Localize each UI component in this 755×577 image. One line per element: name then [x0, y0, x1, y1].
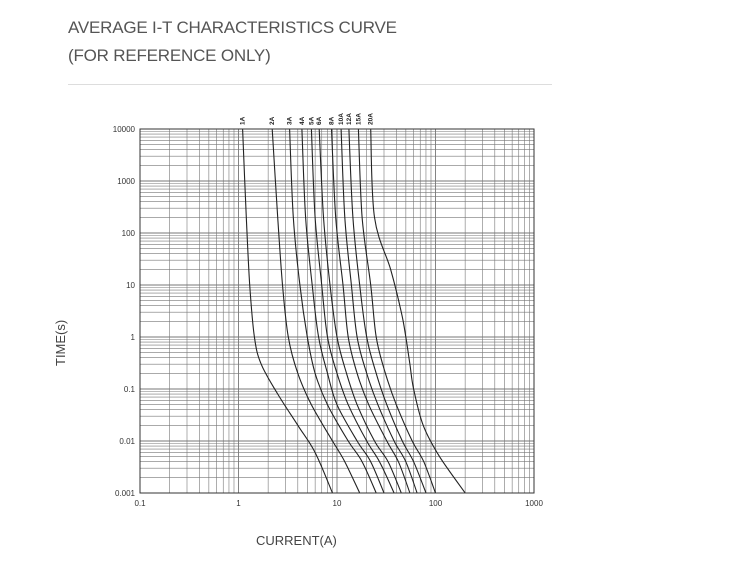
curve-1A: [242, 128, 334, 494]
curve-3A: [289, 128, 377, 494]
x-axis-title: CURRENT(A): [256, 533, 337, 548]
curve-label-2A: 2A: [269, 116, 276, 125]
curve-8A: [330, 128, 411, 494]
x-tick-label: 1: [236, 499, 241, 508]
x-tick-label: 1000: [525, 499, 543, 508]
x-tick-label: 0.1: [134, 499, 146, 508]
curve-label-4A: 4A: [299, 116, 306, 125]
y-tick-label: 0.1: [124, 385, 136, 394]
curve-10A: [340, 128, 418, 494]
curve-labels: 1A 2A 3A 4A 5A 6A 8A 10A 12A 15A 20A: [240, 113, 375, 125]
tick-labels: 0.1 1 10 100 1000 0.001 0.01 0.1 1 10 100 1000 10000: [113, 125, 544, 508]
plot-frame: [139, 128, 535, 494]
x-tick-label: 10: [333, 499, 342, 508]
curve-4A: [301, 128, 385, 494]
y-tick-label: 0.01: [119, 437, 135, 446]
y-tick-label: 1000: [117, 177, 135, 186]
curve-15A: [357, 128, 437, 494]
curve-label-5A: 5A: [308, 116, 315, 125]
curve-series: [242, 128, 466, 494]
curve-20A: [370, 128, 466, 494]
curve-label-20A: 20A: [368, 113, 375, 125]
y-tick-label: 100: [122, 229, 136, 238]
y-tick-label: 10000: [113, 125, 136, 134]
curve-12A: [348, 128, 427, 494]
curve-label-10A: 10A: [338, 113, 345, 125]
y-tick-label: 1: [131, 333, 136, 342]
chart-title-line2: (FOR REFERENCE ONLY): [68, 46, 271, 65]
curve-5A: [310, 128, 395, 494]
y-tick-label: 10: [126, 281, 135, 290]
x-tick-label: 100: [429, 499, 443, 508]
chart-title-line1: AVERAGE I-T CHARACTERISTICS CURVE: [68, 18, 397, 37]
curve-label-1A: 1A: [240, 116, 247, 125]
curve-label-3A: 3A: [287, 116, 294, 125]
y-tick-label: 0.001: [115, 489, 136, 498]
y-axis-title: TIME(s): [53, 319, 68, 366]
curve-2A: [271, 128, 361, 494]
curve-label-15A: 15A: [355, 113, 362, 125]
curve-label-8A: 8A: [329, 116, 336, 125]
header-divider: [68, 84, 552, 85]
curve-6A: [318, 128, 402, 494]
curve-label-12A: 12A: [346, 113, 353, 125]
curve-label-6A: 6A: [316, 116, 323, 125]
